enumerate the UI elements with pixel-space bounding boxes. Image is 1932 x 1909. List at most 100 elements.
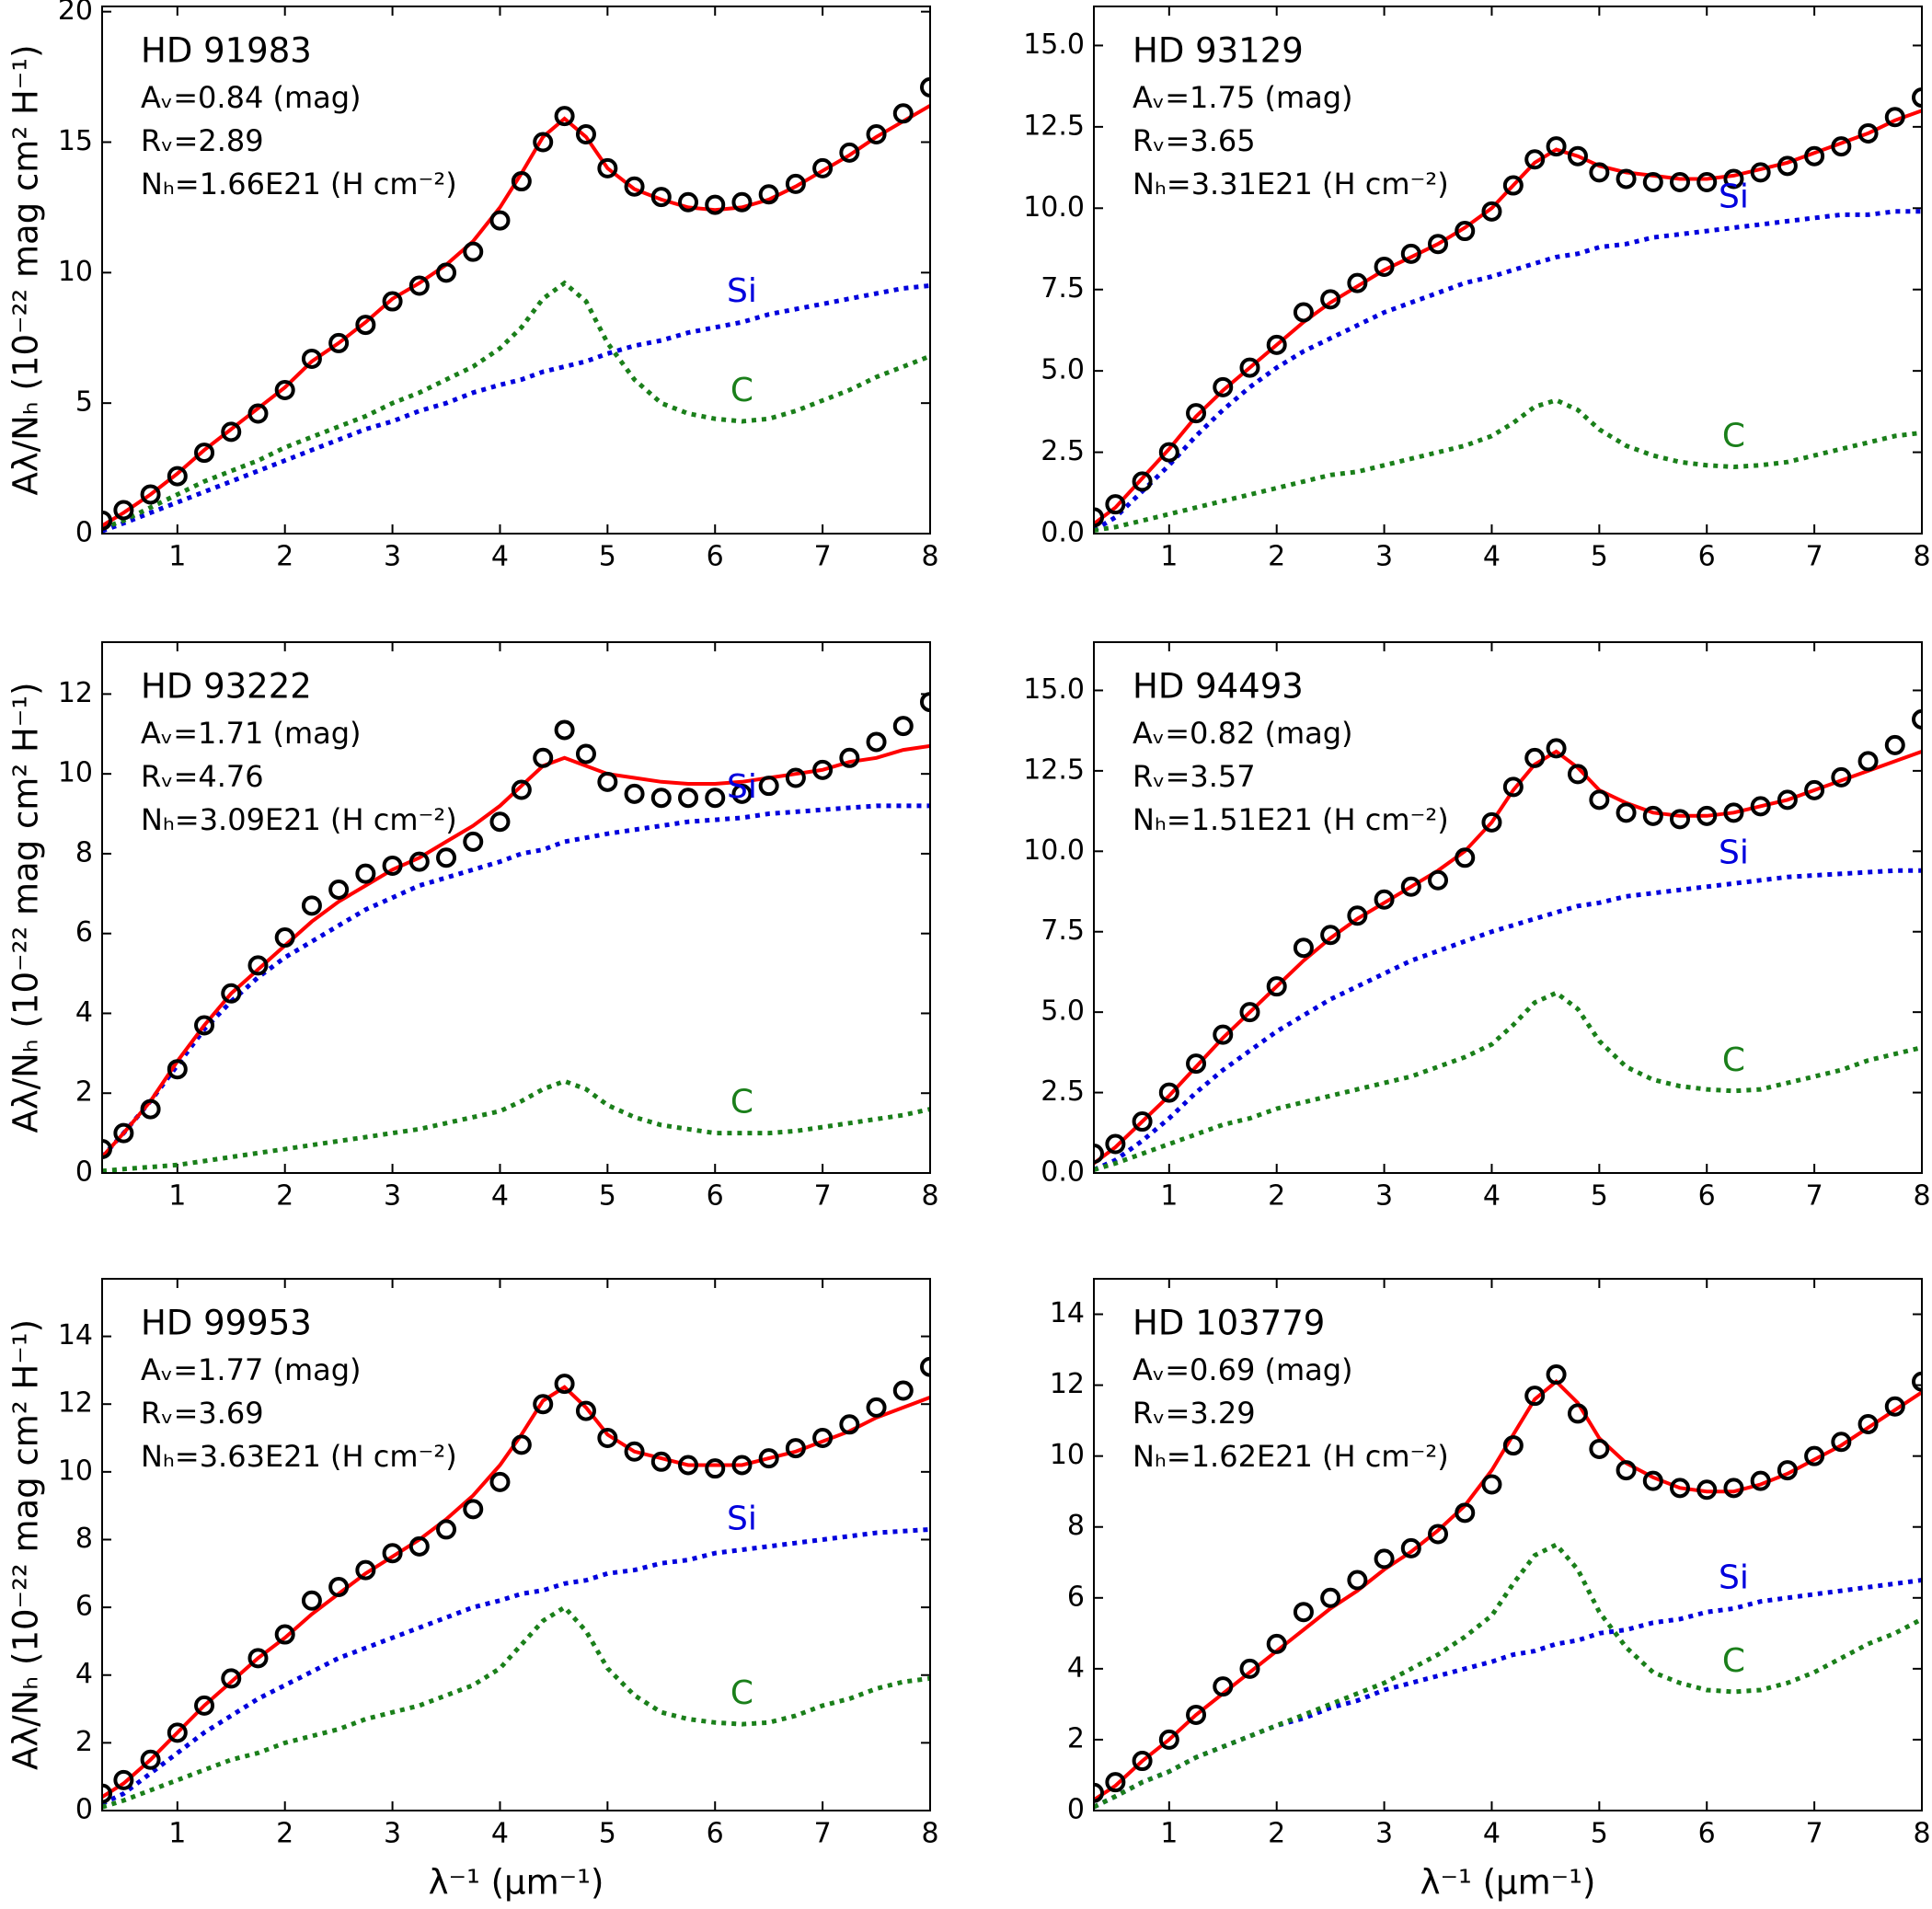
data-point: [785, 1438, 806, 1459]
x-tick-label: 2: [276, 1818, 293, 1850]
data-point: [1616, 802, 1637, 823]
data-point: [731, 1455, 753, 1476]
data-point: [1912, 708, 1922, 730]
x-tick-label: 5: [1591, 541, 1608, 573]
data-point: [705, 788, 726, 809]
component-curve: [1094, 990, 1922, 1172]
data-point: [1616, 1460, 1637, 1481]
data-point: [1132, 471, 1153, 492]
data-point: [920, 692, 930, 713]
data-point: [382, 855, 403, 876]
data-point: [1642, 805, 1663, 826]
annotation: Nₕ=3.63E21 (H cm⁻²): [141, 1439, 457, 1474]
y-tick-label: 5.0: [1041, 995, 1085, 1028]
data-point: [1347, 905, 1368, 926]
panel: 1 2 3 4 5 6 7 8 0 5 10 15 20 Si C HD 91983 Aᵥ=0.84 (mag)…: [6, 0, 939, 573]
y-tick-label: 12: [58, 677, 93, 709]
x-tick-label: 7: [1806, 1818, 1823, 1850]
data-point: [1428, 869, 1449, 891]
data-point: [866, 123, 887, 144]
x-tick-label: 5: [599, 1818, 616, 1850]
y-tick-label: 0.0: [1041, 1156, 1085, 1189]
annotation: HD 94493: [1133, 667, 1304, 707]
x-tick-label: 3: [1375, 1818, 1393, 1850]
data-point: [892, 103, 914, 124]
data-point: [328, 1577, 350, 1598]
data-point: [247, 1648, 269, 1669]
x-tick-label: 1: [1160, 541, 1178, 573]
component-curve: [102, 283, 930, 534]
data-point: [892, 716, 914, 737]
component-curve: [102, 803, 930, 1159]
data-point: [1642, 172, 1663, 192]
data-point: [1502, 776, 1524, 798]
annotation: Aᵥ=0.69 (mag): [1133, 1352, 1353, 1387]
data-point: [221, 421, 242, 443]
data-point: [1831, 1432, 1852, 1453]
data-point: [1502, 1435, 1524, 1456]
annotation: Rᵥ=3.69: [141, 1396, 264, 1431]
data-point: [1213, 1024, 1234, 1045]
data-point: [785, 173, 806, 194]
x-tick-label: 5: [1591, 1818, 1608, 1850]
axes-frame: [1093, 1278, 1923, 1811]
y-tick-label: 8: [75, 1523, 93, 1555]
x-tick-label: 4: [491, 1818, 509, 1850]
annotation: Rᵥ=3.57: [1133, 759, 1256, 794]
data-point: [408, 1535, 430, 1557]
x-tick-label: 6: [707, 1180, 724, 1213]
curve-label: Si: [727, 1501, 757, 1538]
curve-label: Si: [727, 768, 757, 806]
y-tick-label: 12.5: [1023, 753, 1085, 786]
data-point: [489, 1471, 511, 1492]
plot-area: [1094, 708, 1922, 1172]
plot-area: [102, 1356, 930, 1810]
data-point: [1831, 766, 1852, 788]
plot-area: [102, 692, 930, 1173]
data-point: [1400, 1537, 1421, 1558]
data-point: [1589, 1438, 1610, 1459]
data-point: [575, 123, 596, 144]
data-point: [920, 76, 930, 98]
data-point: [247, 403, 269, 424]
data-point: [511, 1434, 532, 1455]
data-point: [554, 719, 575, 741]
axes-frame: [1093, 6, 1923, 535]
x-tick-label: 4: [491, 541, 509, 573]
data-point: [167, 1722, 188, 1743]
data-point: [1546, 738, 1567, 759]
data-point: [113, 1769, 134, 1790]
data-point: [1400, 876, 1421, 897]
data-point: [1696, 805, 1718, 826]
y-tick-label: 10.0: [1023, 834, 1085, 867]
x-tick-label: 5: [599, 1180, 616, 1213]
component-curve: [1094, 1541, 1922, 1810]
data-point: [1293, 937, 1314, 959]
annotation: Aᵥ=1.77 (mag): [141, 1352, 362, 1387]
data-point: [1094, 507, 1104, 528]
data-point: [1266, 1633, 1287, 1654]
annotation: Nₕ=3.09E21 (H cm⁻²): [141, 802, 457, 837]
data-point: [866, 731, 887, 753]
curve-label: C: [1722, 417, 1745, 454]
data-point: [274, 379, 295, 400]
data-point: [1524, 1386, 1546, 1407]
data-point: [1502, 175, 1524, 196]
x-axis-label: λ⁻¹ (μm⁻¹): [429, 1863, 604, 1903]
data-point: [102, 510, 112, 531]
data-point: [1400, 243, 1421, 264]
data-point: [463, 831, 484, 852]
annotation: HD 103779: [1133, 1304, 1325, 1343]
data-point: [920, 1356, 930, 1377]
annotation: HD 99953: [141, 1304, 312, 1343]
data-point: [650, 1451, 672, 1472]
data-point: [1696, 1479, 1718, 1501]
data-point: [1186, 1053, 1207, 1075]
x-tick-label: 8: [921, 541, 938, 573]
data-point: [1481, 1474, 1502, 1495]
data-point: [1524, 747, 1546, 768]
x-tick-label: 1: [1160, 1180, 1178, 1213]
y-tick-label: 0: [75, 1156, 93, 1189]
x-tick-label: 4: [1483, 541, 1501, 573]
